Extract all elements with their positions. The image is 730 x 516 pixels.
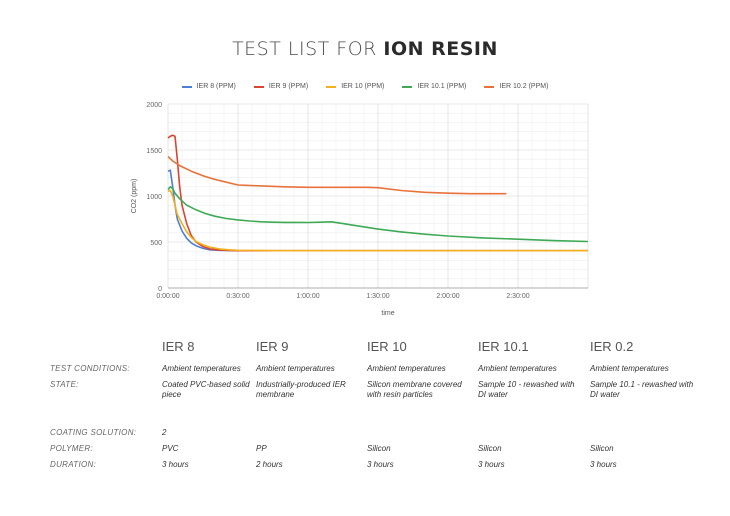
column-header: IER 0.2 — [590, 339, 634, 354]
y-tick-label: 500 — [150, 240, 162, 247]
series-line-3 — [167, 189, 588, 252]
x-tick-label: 0:00:00 — [156, 293, 179, 300]
legend-label: IER 9 (PPM) — [268, 83, 309, 90]
table-cell: Industrially-produced IER membrane — [256, 380, 346, 399]
table-cell: Sample 10.1 - rewashed with DI water — [590, 380, 694, 399]
legend-swatch — [484, 85, 495, 88]
page-title: TEST LIST FOR ION RESIN — [0, 38, 730, 60]
legend-item-1: IER 8 (PPM) — [181, 83, 236, 90]
table-cell: Ambient temperatures — [256, 364, 335, 373]
table-cell: 3 hours — [367, 460, 394, 469]
table-cell: PP — [256, 444, 267, 453]
y-axis-label: CO2 (ppm) — [131, 179, 138, 214]
row-label: COATING SOLUTION: — [50, 428, 137, 437]
table-cell: Silicon — [478, 444, 502, 453]
x-tick-label: 2:00:00 — [436, 293, 459, 300]
table-cell: 3 hours — [478, 460, 505, 469]
x-tick-label: 1:00:00 — [296, 293, 319, 300]
table-cell: Sample 10 - rewashed with DI water — [478, 380, 575, 399]
table-cell: Silicon — [367, 444, 391, 453]
series-line-4 — [167, 186, 589, 243]
table-cell: 3 hours — [162, 460, 189, 469]
legend-item-5: IER 10.2 (PPM) — [484, 83, 548, 90]
table-cell: PVC — [162, 444, 179, 453]
legend-label: IER 10.2 (PPM) — [499, 83, 549, 90]
table-cell: Coated PVC-based solid piece — [162, 380, 250, 399]
x-tick-label: 0:30:00 — [226, 293, 249, 300]
x-tick-label: 1:30:00 — [366, 293, 389, 300]
x-axis-label: time — [381, 310, 394, 317]
row-label: TEST CONDITIONS: — [50, 364, 130, 373]
table-cell: 2 hours — [256, 460, 283, 469]
legend-swatch — [402, 85, 413, 88]
y-tick-label: 1500 — [146, 148, 162, 155]
table-cell: Ambient temperatures — [478, 364, 557, 373]
table-cell: Ambient temperatures — [367, 364, 446, 373]
column-header: IER 10 — [367, 339, 407, 354]
y-tick-label: 1000 — [146, 194, 162, 201]
y-tick-label: 0 — [158, 286, 162, 293]
chart-legend: IER 8 (PPM) IER 9 (PPM) IER 10 (PPM) IER 10… — [0, 83, 730, 90]
legend-item-4: IER 10.1 (PPM) — [402, 83, 466, 90]
title-prefix: TEST LIST FOR — [232, 38, 384, 60]
legend-swatch — [253, 85, 264, 88]
table-cell: 3 hours — [590, 460, 617, 469]
series-line-5 — [167, 155, 507, 195]
column-header: IER 8 — [162, 339, 195, 354]
y-tick-label: 2000 — [146, 102, 162, 109]
table-cell: Ambient temperatures — [590, 364, 669, 373]
table-cell: Silicon — [590, 444, 614, 453]
row-label: DURATION: — [50, 460, 97, 469]
table-cell: 2 — [162, 428, 167, 437]
legend-swatch — [181, 85, 192, 88]
column-header: IER 10.1 — [478, 339, 529, 354]
column-header: IER 9 — [256, 339, 289, 354]
title-emphasis: ION RESIN — [383, 38, 498, 60]
legend-swatch — [326, 85, 337, 88]
row-label: POLYMER: — [50, 444, 94, 453]
table-cell: Ambient temperatures — [162, 364, 241, 373]
co2-line-chart: 0 500 1000 1500 2000 0:00:00 0:30:00 1:00:00 1:3… — [131, 102, 589, 317]
row-label: STATE: — [50, 380, 79, 389]
x-tick-label: 2:30:00 — [506, 293, 529, 300]
legend-label: IER 10 (PPM) — [341, 83, 385, 90]
legend-item-2: IER 9 (PPM) — [253, 83, 309, 90]
legend-label: IER 10.1 (PPM) — [417, 83, 467, 90]
legend-label: IER 8 (PPM) — [196, 83, 236, 90]
table-cell: Silicon membrane covered with resin part… — [367, 380, 462, 399]
legend-item-3: IER 10 (PPM) — [326, 83, 384, 90]
